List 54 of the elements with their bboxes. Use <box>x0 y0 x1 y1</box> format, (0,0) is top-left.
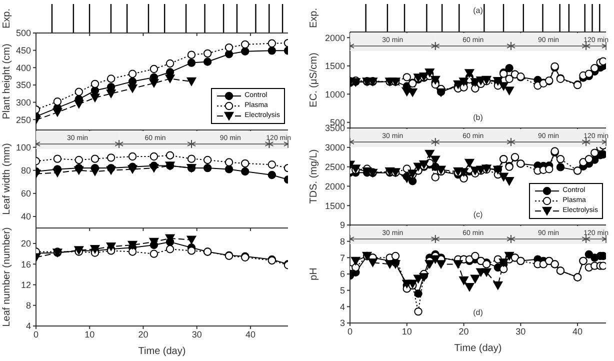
x-tick-label: 30 <box>192 329 202 340</box>
y-tick-label: 40 <box>20 212 31 222</box>
y-axis-title: Leaf width (mm) <box>2 143 12 215</box>
annotation: (c) <box>473 210 483 219</box>
annotation: (b) <box>473 113 484 122</box>
y-tick-label: 100 <box>16 142 31 152</box>
y-tick-label: 3000 <box>324 142 345 153</box>
y-axis-title: EC. (μS/cm) <box>308 52 320 108</box>
y-tick-label: 7 <box>340 252 345 263</box>
y-tick-label: 350 <box>16 80 31 90</box>
y-tick-label: 1500 <box>324 200 345 211</box>
y-tick-label: 8 <box>26 300 31 311</box>
y-tick-label: 2500 <box>324 162 345 172</box>
x-axis-title: Time (day) <box>454 343 502 354</box>
y-tick-label: 8 <box>340 236 345 247</box>
y-axis-title: TDS. (mg/L) <box>308 149 320 204</box>
annotation: (a) <box>473 6 484 15</box>
x-tick-label: 40 <box>245 329 256 340</box>
x-tick-label: 20 <box>138 329 148 340</box>
y-tick-label: 80 <box>20 166 31 176</box>
y-tick-label: 450 <box>16 46 31 56</box>
y-tick-label: 300 <box>16 97 31 108</box>
y-tick-label: 3 <box>340 318 345 328</box>
y-axis-title: Exp. <box>308 8 320 28</box>
y-tick-label: 4 <box>340 302 345 312</box>
x-tick-label: 0 <box>33 329 39 340</box>
y-tick-label: 16 <box>20 259 31 270</box>
y-tick-label: 6 <box>340 269 345 280</box>
y-axis-title: pH <box>308 268 320 280</box>
y-axis-title: Plant height (cm) <box>2 44 12 120</box>
x-tick-label: 40 <box>572 326 583 336</box>
y-tick-label: 2000 <box>324 181 345 192</box>
y-tick-label: 9 <box>340 220 345 230</box>
x-tick-label: 10 <box>402 326 412 336</box>
y-tick-label: 2000 <box>324 32 345 43</box>
x-tick-label: 10 <box>84 329 95 340</box>
y-axis-title: Exp. <box>2 8 12 29</box>
y-tick-label: 400 <box>16 62 31 73</box>
y-tick-label: 20 <box>20 238 31 249</box>
y-tick-label: 1500 <box>324 61 345 72</box>
x-axis-title: Time (day) <box>138 346 186 357</box>
y-tick-label: 3500 <box>324 123 345 134</box>
y-axis-title: Leaf number (number) <box>2 227 12 327</box>
annotation: (d) <box>473 308 484 317</box>
y-tick-label: 5 <box>340 286 345 296</box>
x-tick-label: 0 <box>347 326 353 336</box>
y-tick-label: 250 <box>16 114 31 125</box>
y-tick-label: 60 <box>20 188 31 199</box>
y-tick-label: 1000 <box>324 89 345 100</box>
x-tick-label: 20 <box>458 326 469 336</box>
x-tick-label: 30 <box>516 326 526 336</box>
y-tick-label: 12 <box>20 280 31 290</box>
y-tick-label: 500 <box>16 28 31 38</box>
y-tick-label: 4 <box>26 321 31 332</box>
